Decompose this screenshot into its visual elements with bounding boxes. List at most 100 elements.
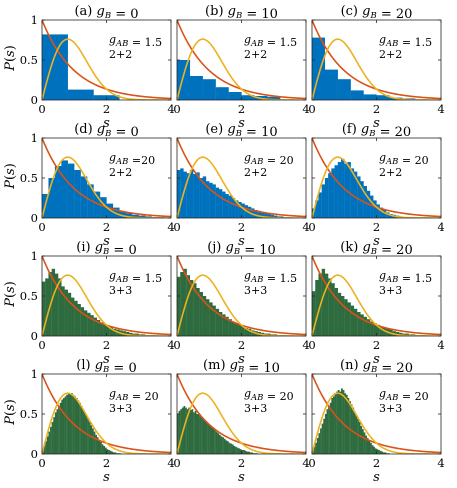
histogram-bar [58,406,60,454]
histogram-bar [135,333,139,336]
histogram-bar [257,210,261,218]
histogram-bar [42,281,46,336]
histogram-bar [222,314,226,336]
histogram-bar [363,316,367,336]
histogram-bar [228,442,231,454]
x-axis-label: s [238,116,245,131]
histogram-bar [101,444,104,454]
y-tick-label: 0.5 [20,289,38,303]
histogram-bar [331,168,335,218]
histogram-bar [54,273,59,336]
histogram-bar [56,409,59,454]
histogram-bar [74,170,81,218]
histogram-bar [180,168,184,218]
histogram-bar [87,184,94,218]
histogram-bar [177,414,179,454]
histogram-bar [64,289,68,336]
histogram-bar [337,162,342,218]
coupling-label: gAB = 1.5 [244,269,297,285]
panel-4: 0 2 4 0 0.5 1 (d) gB = 0 gAB =202+2 s P(s) [3,122,175,249]
x-tick-label: 2 [103,338,110,352]
system-size-label: 2+2 [109,166,132,179]
histogram-bar [196,172,200,218]
histogram-bar [220,436,223,454]
histogram-bar [247,328,252,336]
coupling-label: gAB =20 [109,151,155,167]
system-size-label: 3+3 [379,284,402,297]
histogram-bar [191,409,194,454]
histogram-bar [93,317,97,336]
x-tick-label: 0 [308,220,315,234]
histogram-bar [345,394,348,454]
histogram-bar [370,442,372,454]
histogram-bar [384,452,387,454]
system-size-label: 3+3 [109,284,132,297]
histogram-bar [231,321,236,336]
x-axis-label: s [103,470,110,485]
histogram-bar [61,160,68,218]
histogram-bar [77,304,81,336]
histogram-bar [357,176,361,218]
histogram-bar [273,215,278,218]
histogram-bar [196,414,199,454]
histogram-bar [106,203,114,218]
histogram-bar [61,286,65,336]
histogram-bar [186,409,189,454]
histogram-bar [180,272,184,336]
histogram-bar [100,197,107,218]
histogram-bar [238,324,242,336]
y-tick-label: 1 [31,13,38,27]
histogram-bar [189,280,194,336]
histogram-bar [206,181,210,218]
x-tick-label: 2 [373,456,380,470]
histogram-bar [337,390,340,454]
histogram-bar [323,418,326,454]
histogram-bar [93,431,96,454]
coupling-label: gAB = 20 [109,387,159,403]
histogram-bar [71,393,73,454]
x-tick-label: 2 [373,220,380,234]
histogram-bar [108,450,110,454]
x-tick-label: 4 [437,220,444,234]
histogram-bar [202,176,207,218]
histogram-bar [112,452,115,454]
histogram-bar [355,415,358,454]
histogram [177,268,287,336]
coupling-label: gAB = 20 [379,387,429,403]
panel-12: 0 2 4 (n) gB = 20 gAB = 203+3 s [308,358,444,485]
histogram-bar [241,203,245,218]
x-axis-label: s [373,234,380,249]
histogram-bar [51,422,54,454]
histogram-bar [194,410,197,454]
histogram-bar [368,440,371,454]
histogram-bar [215,87,229,100]
panel-1: 0 2 4 0 0.5 1 (a) gB = 0 gAB = 1.52+2 s P(s) [3,4,175,131]
y-axis-label: P(s) [3,45,18,72]
x-tick-label: 2 [238,220,245,234]
histogram-bar [376,204,380,218]
histogram-bar [209,302,213,336]
histogram-bar [225,440,228,454]
histogram-bar [371,445,374,454]
histogram-bar [186,173,191,218]
histogram-bar [231,444,234,454]
histogram-bar [267,214,271,218]
histogram-bar [324,69,338,100]
histogram-bar [379,207,384,218]
x-axis-label: s [373,116,380,131]
system-size-label: 3+3 [109,402,132,415]
histogram-bar [125,213,133,218]
panel-title: (b) gB = 10 [205,4,278,22]
panel-title: (m) gB = 10 [203,358,280,376]
histogram-bar [235,200,239,218]
y-tick-label: 1 [31,249,38,263]
coupling-label: gAB = 1.5 [379,269,432,285]
histogram-bar [313,446,316,454]
histogram-bar [88,422,91,454]
x-tick-label: 4 [437,456,444,470]
histogram-bar [235,323,239,336]
histogram-bar [328,406,330,454]
histogram [42,160,165,218]
histogram-bar [370,195,374,218]
